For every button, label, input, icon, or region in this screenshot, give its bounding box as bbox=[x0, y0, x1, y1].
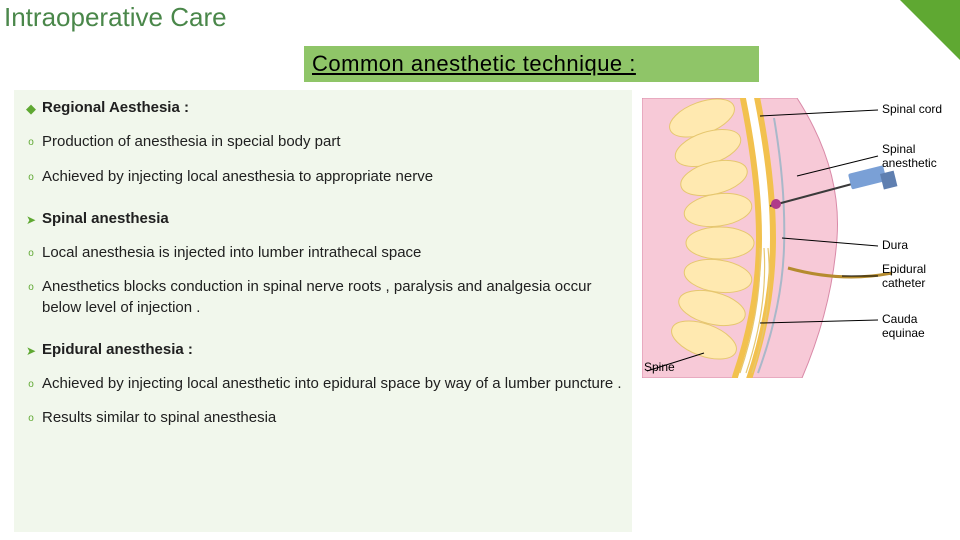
arrow-bullet-icon: ➤ bbox=[20, 340, 42, 359]
list-item-text: Spinal anesthesia bbox=[42, 209, 169, 229]
list-item: oAnesthetics blocks conduction in spinal… bbox=[20, 277, 622, 318]
list-spacer bbox=[20, 201, 622, 209]
o-bullet-icon: o bbox=[20, 374, 42, 392]
label-epidural-catheter: Epidural catheter bbox=[882, 262, 956, 290]
label-cauda-equinae: Cauda equinae bbox=[882, 312, 956, 340]
list-item-text: Achieved by injecting local anesthesia t… bbox=[42, 167, 433, 187]
label-spinal-anesthetic: Spinal anesthetic bbox=[882, 142, 956, 170]
list-item: oAchieved by injecting local anesthesia … bbox=[20, 167, 622, 187]
list-item-text: Epidural anesthesia : bbox=[42, 340, 193, 360]
o-bullet-icon: o bbox=[20, 408, 42, 426]
slide-title: Intraoperative Care bbox=[4, 2, 227, 33]
label-spinal-cord: Spinal cord bbox=[882, 102, 942, 116]
list-item: ◆Regional Aesthesia : bbox=[20, 98, 622, 118]
list-spacer bbox=[20, 332, 622, 340]
list-item-text: Anesthetics blocks conduction in spinal … bbox=[42, 277, 622, 318]
accent-triangle bbox=[900, 0, 960, 60]
arrow-bullet-icon: ➤ bbox=[20, 209, 42, 228]
spinal-diagram: Spinal cord Spinal anesthetic Dura Epidu… bbox=[642, 98, 956, 378]
o-bullet-icon: o bbox=[20, 132, 42, 150]
o-bullet-icon: o bbox=[20, 277, 42, 295]
bullet-list: ◆Regional Aesthesia :oProduction of anes… bbox=[20, 98, 622, 429]
list-item: ➤Spinal anesthesia bbox=[20, 209, 622, 229]
content-panel: ◆Regional Aesthesia :oProduction of anes… bbox=[14, 90, 632, 532]
diamond-bullet-icon: ◆ bbox=[20, 98, 42, 118]
list-item: ➤Epidural anesthesia : bbox=[20, 340, 622, 360]
label-spine: Spine bbox=[644, 360, 675, 374]
subtitle-text: Common anesthetic technique : bbox=[312, 51, 636, 77]
subtitle-box: Common anesthetic technique : bbox=[304, 46, 759, 82]
list-item: oLocal anesthesia is injected into lumbe… bbox=[20, 243, 622, 263]
o-bullet-icon: o bbox=[20, 167, 42, 185]
list-item: oProduction of anesthesia in special bod… bbox=[20, 132, 622, 152]
list-item-text: Regional Aesthesia : bbox=[42, 98, 189, 118]
list-item-text: Local anesthesia is injected into lumber… bbox=[42, 243, 421, 263]
list-item-text: Achieved by injecting local anesthetic i… bbox=[42, 374, 622, 394]
list-item: oAchieved by injecting local anesthetic … bbox=[20, 374, 622, 394]
label-dura: Dura bbox=[882, 238, 908, 252]
o-bullet-icon: o bbox=[20, 243, 42, 261]
list-item-text: Production of anesthesia in special body… bbox=[42, 132, 341, 152]
list-item: oResults similar to spinal anesthesia bbox=[20, 408, 622, 428]
list-item-text: Results similar to spinal anesthesia bbox=[42, 408, 276, 428]
